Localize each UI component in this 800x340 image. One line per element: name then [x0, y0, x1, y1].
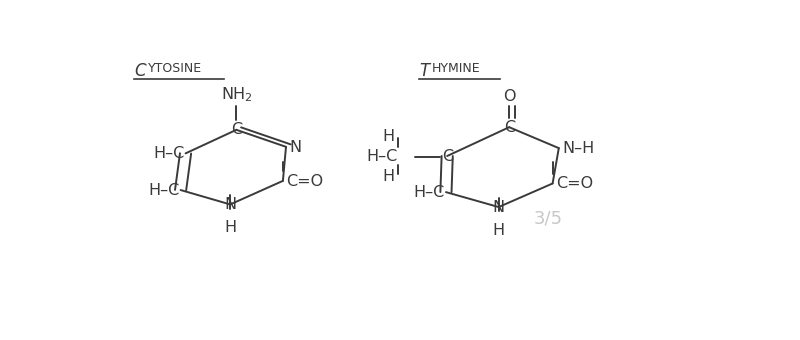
Text: N: N	[224, 197, 236, 212]
Text: HYMINE: HYMINE	[432, 62, 480, 75]
Text: YTOSINE: YTOSINE	[148, 62, 202, 75]
Text: C=O: C=O	[286, 174, 323, 189]
Text: N–H: N–H	[562, 141, 594, 156]
Text: C: C	[134, 62, 146, 80]
Text: H: H	[382, 129, 394, 144]
Text: H–C: H–C	[153, 146, 184, 161]
Text: 3/5: 3/5	[534, 210, 563, 228]
Text: H: H	[224, 220, 236, 235]
Text: N: N	[493, 200, 505, 215]
Text: H–C: H–C	[366, 149, 398, 164]
Text: C: C	[442, 149, 453, 164]
Text: C=O: C=O	[556, 176, 594, 191]
Text: H: H	[382, 169, 394, 184]
Text: H–C: H–C	[148, 183, 179, 198]
Text: N: N	[289, 140, 302, 155]
Text: C: C	[231, 122, 242, 137]
Text: O: O	[503, 89, 515, 104]
Text: H–C: H–C	[414, 185, 445, 200]
Text: C: C	[504, 120, 514, 135]
Text: NH$_2$: NH$_2$	[221, 85, 252, 104]
Text: H: H	[493, 223, 505, 238]
Text: T: T	[419, 62, 430, 80]
